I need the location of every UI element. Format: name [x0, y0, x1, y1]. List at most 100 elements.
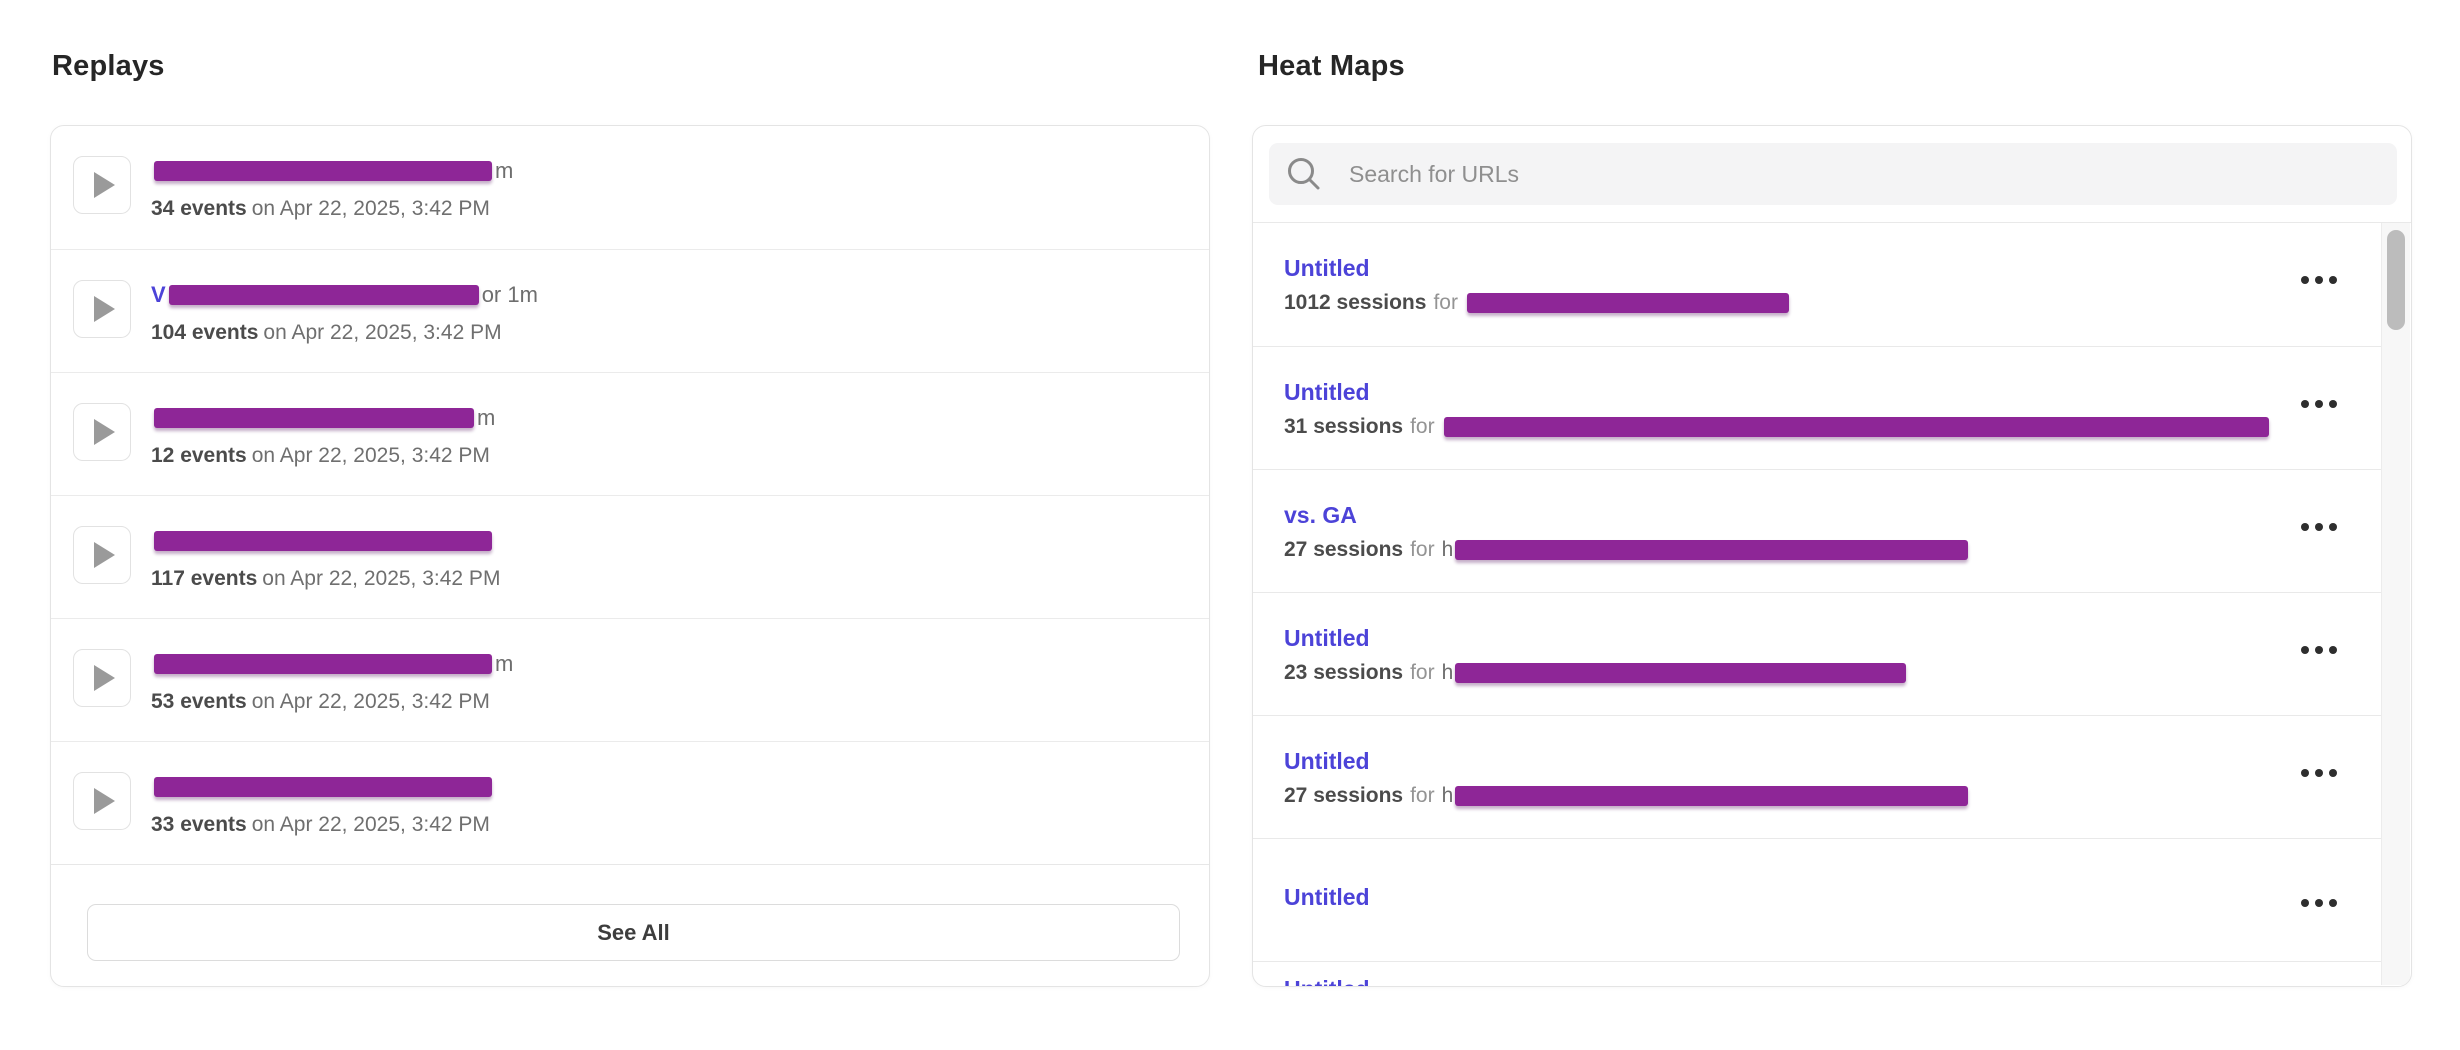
redaction-bar	[154, 654, 492, 674]
replays-card: m 34 events on Apr 22, 2025, 3:42 PM V or…	[50, 125, 1210, 987]
replay-timestamp: on Apr 22, 2025, 3:42 PM	[251, 444, 490, 467]
replay-link[interactable]: m	[151, 403, 495, 433]
heatmap-title-link[interactable]: vs. GA	[1284, 502, 1357, 528]
url-fragment: h	[1441, 784, 1454, 807]
play-icon	[94, 172, 115, 198]
replay-timestamp: on Apr 22, 2025, 3:42 PM	[263, 321, 502, 344]
scrollbar-track[interactable]	[2381, 223, 2410, 985]
play-icon	[94, 542, 115, 568]
replay-row-content: V or 1m 104 events on Apr 22, 2025, 3:42 …	[151, 280, 538, 345]
heatmap-title-link[interactable]: Untitled	[1284, 379, 1370, 405]
search-input[interactable]	[1269, 143, 2397, 205]
heatmap-meta: 1012 sessions for	[1284, 290, 1789, 316]
replay-link[interactable]: m	[151, 649, 513, 679]
replay-link[interactable]	[151, 526, 500, 556]
redaction-bar	[1455, 786, 1969, 806]
for-label: for	[1410, 538, 1435, 561]
scrollbar-thumb[interactable]	[2387, 230, 2405, 330]
more-options-icon	[2301, 769, 2309, 777]
heatmaps-heading: Heat Maps	[1258, 50, 1405, 82]
play-button[interactable]	[73, 280, 131, 338]
replay-meta: 117 events on Apr 22, 2025, 3:42 PM	[151, 567, 500, 591]
replays-footer: See All	[51, 864, 1209, 987]
replay-row-content: 33 events on Apr 22, 2025, 3:42 PM	[151, 772, 495, 837]
more-options-icon	[2301, 899, 2309, 907]
play-icon	[94, 419, 115, 445]
replay-duration-fragment: m	[495, 651, 514, 676]
session-count: 27 sessions	[1284, 538, 1404, 561]
replay-link[interactable]	[151, 772, 495, 802]
heatmap-title-link[interactable]: Untitled	[1284, 748, 1370, 774]
for-label: for	[1410, 784, 1435, 807]
redaction-bar	[1466, 293, 1789, 313]
replay-meta: 33 events on Apr 22, 2025, 3:42 PM	[151, 813, 495, 837]
play-button[interactable]	[73, 156, 131, 214]
replay-timestamp: on Apr 22, 2025, 3:42 PM	[251, 690, 490, 713]
redaction-bar	[154, 408, 474, 428]
redaction-bar	[1455, 663, 1907, 683]
more-options-icon	[2301, 276, 2309, 284]
see-all-button[interactable]: See All	[87, 904, 1180, 961]
replay-duration-fragment: or 1m	[481, 282, 538, 307]
for-label: for	[1410, 415, 1435, 438]
row-menu-button[interactable]	[2301, 271, 2341, 289]
heatmap-row: Untitled 1012 sessions for	[1253, 223, 2384, 346]
play-icon	[94, 788, 115, 814]
replay-meta: 104 events on Apr 22, 2025, 3:42 PM	[151, 321, 538, 345]
replay-meta: 53 events on Apr 22, 2025, 3:42 PM	[151, 690, 513, 714]
heatmap-meta: 27 sessions for h	[1284, 783, 1969, 809]
row-menu-button[interactable]	[2301, 518, 2341, 536]
replay-row: V or 1m 104 events on Apr 22, 2025, 3:42 …	[51, 249, 1209, 372]
heatmaps-search-section	[1253, 126, 2411, 223]
url-fragment: h	[1441, 661, 1454, 684]
redaction-bar	[168, 285, 479, 305]
play-button[interactable]	[73, 403, 131, 461]
replay-timestamp: on Apr 22, 2025, 3:42 PM	[251, 813, 490, 836]
for-label: for	[1410, 661, 1435, 684]
replay-row: m 12 events on Apr 22, 2025, 3:42 PM	[51, 372, 1209, 495]
replay-row-content: m 12 events on Apr 22, 2025, 3:42 PM	[151, 403, 495, 468]
session-count: 27 sessions	[1284, 784, 1404, 807]
heatmap-meta: 23 sessions for h	[1284, 660, 1907, 686]
replay-row: 33 events on Apr 22, 2025, 3:42 PM	[51, 741, 1209, 864]
row-menu-button[interactable]	[2301, 395, 2341, 413]
heatmap-title-link[interactable]: Untitled	[1284, 255, 1370, 281]
replay-row: 117 events on Apr 22, 2025, 3:42 PM	[51, 495, 1209, 618]
heatmap-row: Untitled 23 sessions for h	[1253, 592, 2384, 715]
replay-link[interactable]: m	[151, 156, 513, 186]
replay-duration-fragment: m	[495, 158, 514, 183]
replay-row: m 53 events on Apr 22, 2025, 3:42 PM	[51, 618, 1209, 741]
replay-timestamp: on Apr 22, 2025, 3:42 PM	[251, 197, 490, 220]
replay-row-content: 117 events on Apr 22, 2025, 3:42 PM	[151, 526, 500, 591]
session-count: 31 sessions	[1284, 415, 1404, 438]
heatmap-title-link[interactable]: Untitled	[1284, 884, 1370, 910]
heatmap-row: Untitled	[1253, 961, 2384, 986]
play-button[interactable]	[73, 772, 131, 830]
row-menu-button[interactable]	[2301, 764, 2341, 782]
redaction-bar	[1443, 417, 2269, 437]
event-count: 117 events	[151, 567, 258, 590]
replay-meta: 34 events on Apr 22, 2025, 3:42 PM	[151, 197, 513, 221]
play-button[interactable]	[73, 526, 131, 584]
event-count: 104 events	[151, 321, 259, 344]
replay-timestamp: on Apr 22, 2025, 3:42 PM	[262, 567, 501, 590]
heatmap-meta: 27 sessions for h	[1284, 537, 1969, 563]
row-menu-button[interactable]	[2301, 641, 2341, 659]
heatmap-title-link[interactable]: Untitled	[1284, 625, 1370, 651]
replay-meta: 12 events on Apr 22, 2025, 3:42 PM	[151, 444, 495, 468]
play-button[interactable]	[73, 649, 131, 707]
redaction-bar	[1455, 540, 1969, 560]
row-menu-button[interactable]	[2301, 894, 2341, 912]
play-icon	[94, 665, 115, 691]
replay-name-fragment: V	[151, 282, 166, 307]
session-count: 23 sessions	[1284, 661, 1404, 684]
replays-heading: Replays	[52, 50, 165, 82]
more-options-icon	[2301, 400, 2309, 408]
replay-link[interactable]: V or 1m	[151, 280, 538, 310]
redaction-bar	[154, 531, 492, 551]
heatmaps-card: Untitled 1012 sessions for Untitled 31 s…	[1252, 125, 2412, 987]
heatmaps-list: Untitled 1012 sessions for Untitled 31 s…	[1253, 223, 2384, 986]
replay-row: m 34 events on Apr 22, 2025, 3:42 PM	[51, 126, 1209, 249]
heatmap-row: vs. GA 27 sessions for h	[1253, 469, 2384, 592]
heatmap-title-link[interactable]: Untitled	[1284, 976, 1370, 986]
